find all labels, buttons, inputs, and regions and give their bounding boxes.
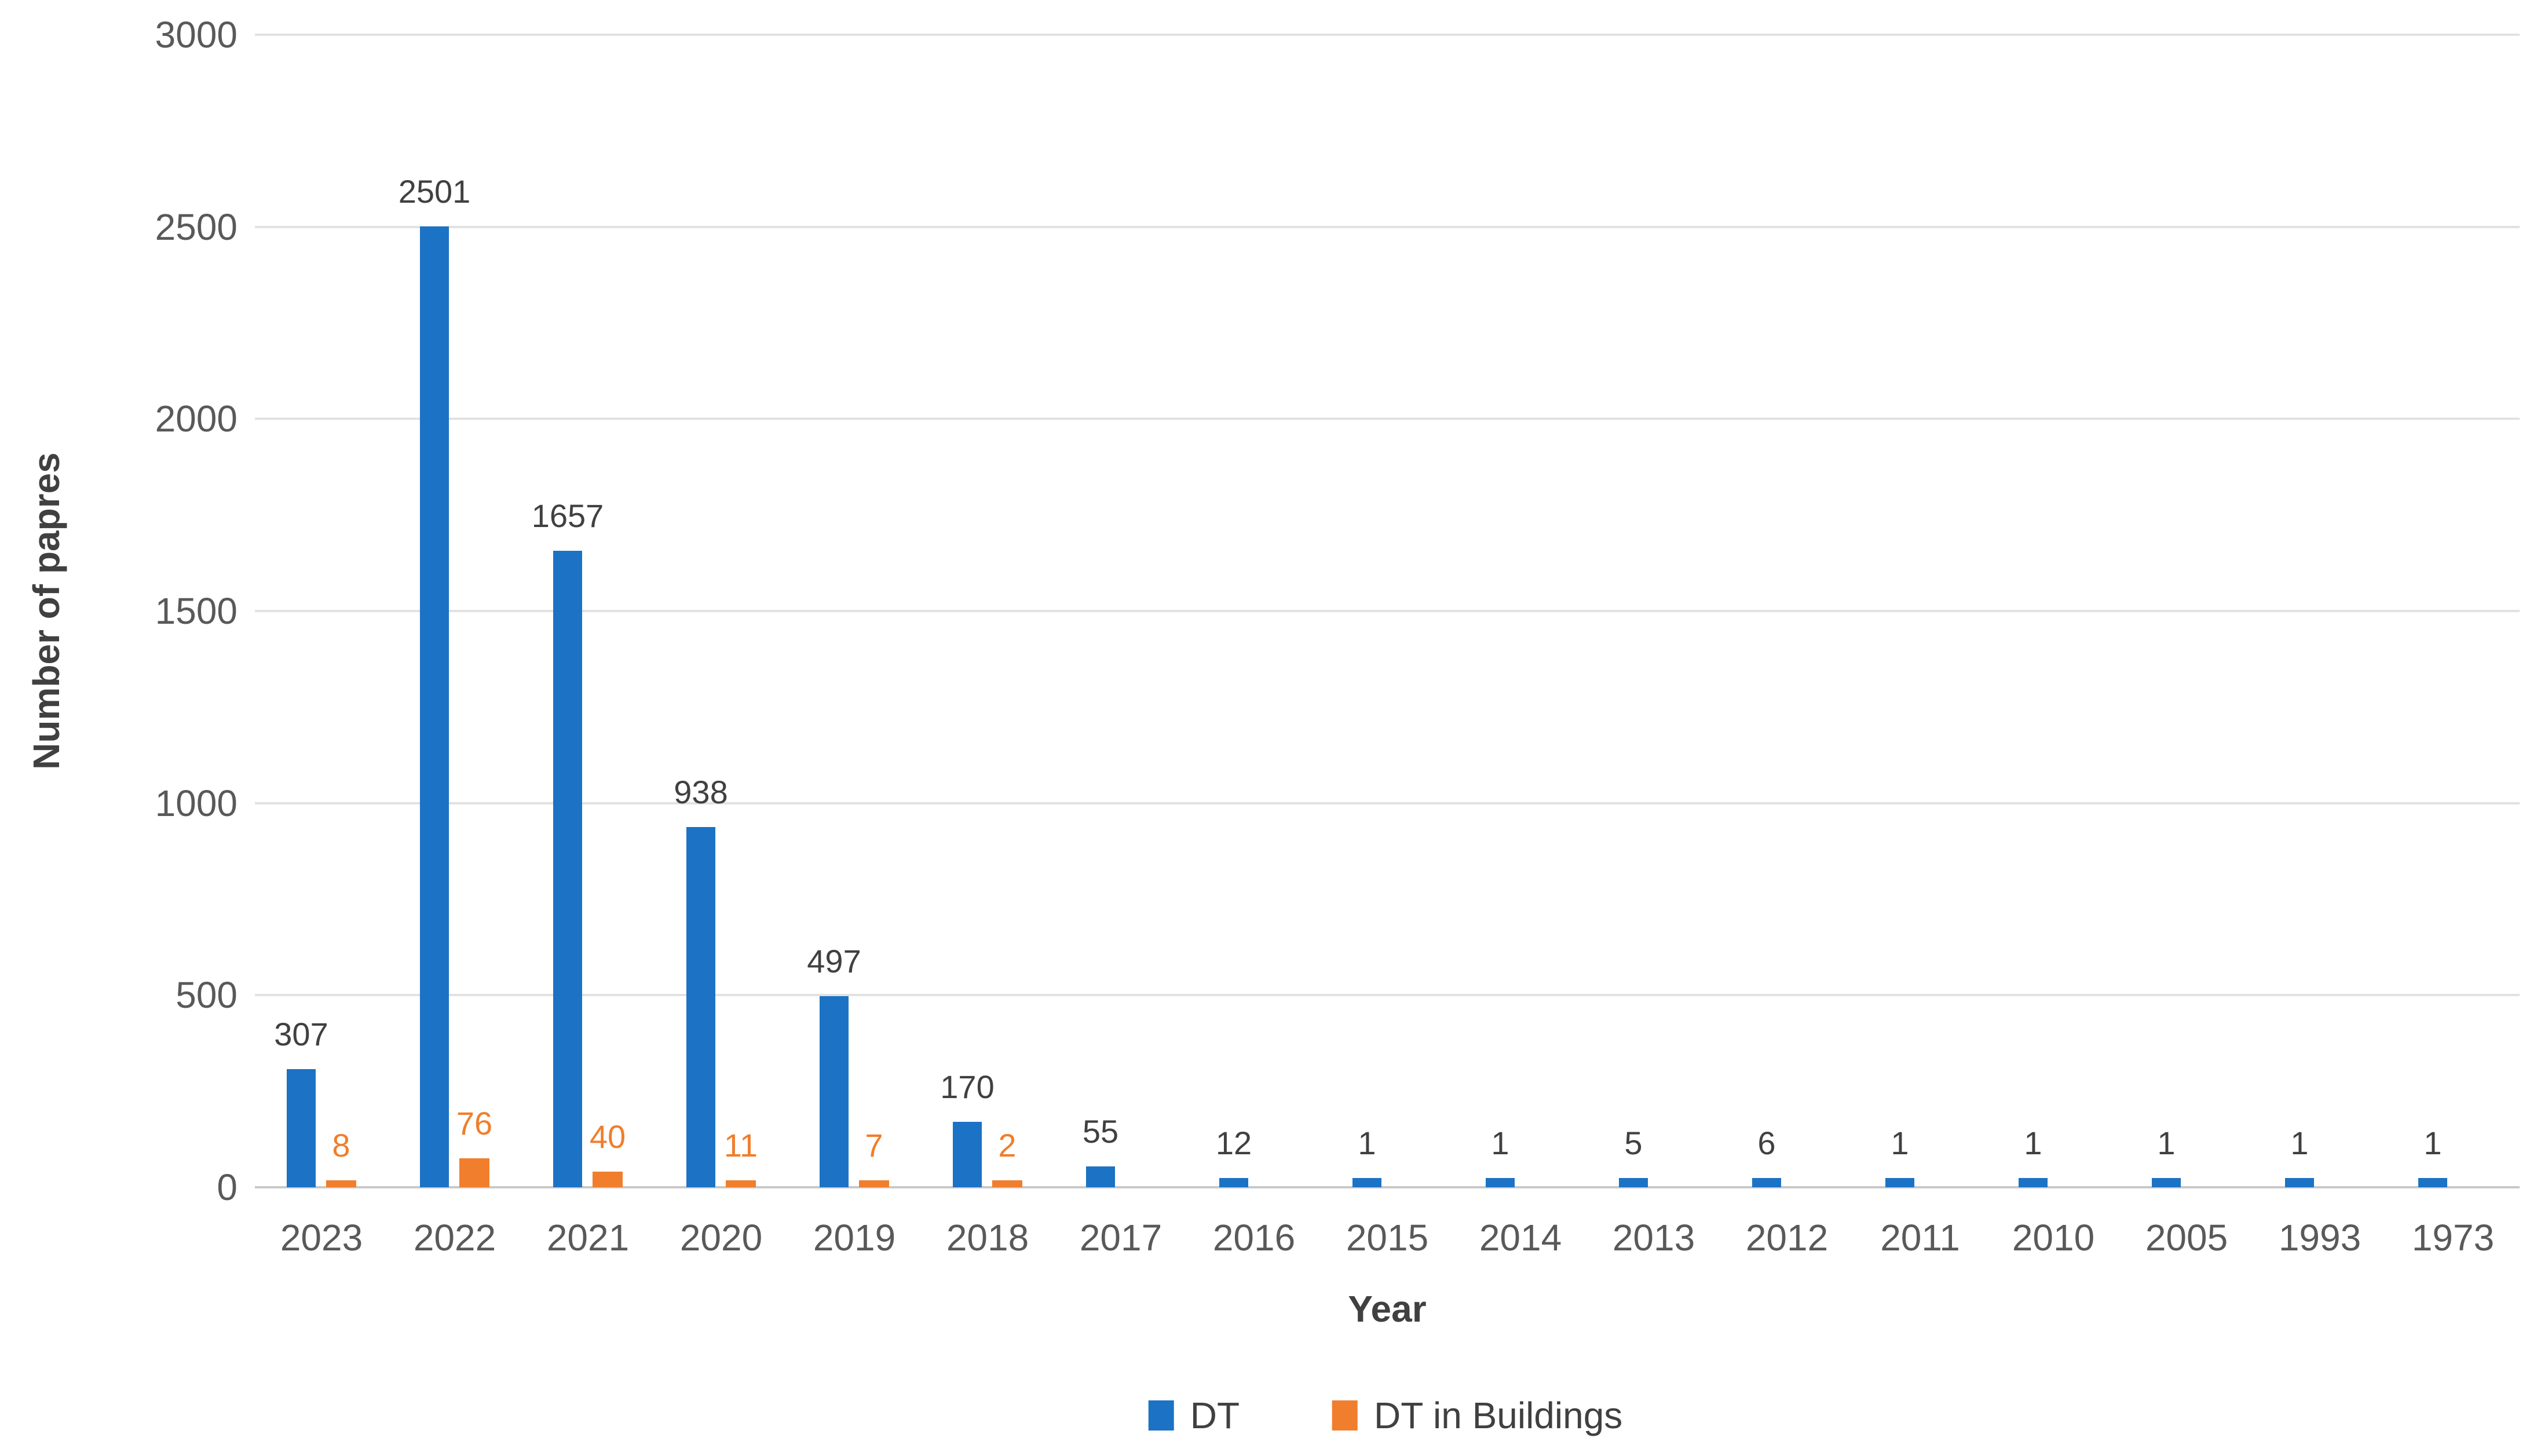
data-label-dt-2021: 1657 <box>531 497 604 534</box>
data-label-dt-2015: 1 <box>1358 1125 1376 1161</box>
x-tick-label-2010: 2010 <box>2012 1217 2095 1259</box>
x-tick-label-2017: 2017 <box>1079 1217 1163 1259</box>
bar-dt-buildings-2021 <box>593 1172 623 1187</box>
bar-dt-2023 <box>287 1069 316 1187</box>
x-tick-label-2023: 2023 <box>280 1217 363 1259</box>
legend: DT DT in Buildings <box>1148 1395 1622 1436</box>
legend-item-dt: DT <box>1148 1395 1240 1436</box>
data-label-dt-2005: 1 <box>2157 1125 2176 1161</box>
x-axis-line <box>255 1186 2520 1188</box>
y-tick-label-500: 500 <box>176 974 237 1016</box>
bar-dt-2013 <box>1619 1178 1648 1187</box>
gridline-1000 <box>255 802 2520 804</box>
legend-swatch-icon <box>1148 1400 1174 1431</box>
bar-dt-2017 <box>1086 1166 1115 1187</box>
gridline-2500 <box>255 225 2520 228</box>
data-label-dt-buildings-2021: 40 <box>589 1118 626 1155</box>
bar-dt-2014 <box>1486 1178 1515 1187</box>
x-axis-title: Year <box>1348 1288 1427 1330</box>
x-tick-label-2016: 2016 <box>1212 1217 1296 1259</box>
data-label-dt-buildings-2019: 7 <box>865 1127 883 1164</box>
data-label-dt-buildings-2023: 8 <box>332 1127 350 1164</box>
bar-dt-2020 <box>686 826 715 1187</box>
bar-dt-buildings-2022 <box>459 1158 489 1187</box>
data-label-dt-2017: 55 <box>1082 1113 1119 1150</box>
data-label-dt-2011: 1 <box>1891 1125 1909 1161</box>
bar-dt-2005 <box>2152 1178 2181 1187</box>
bar-dt-buildings-2019 <box>859 1180 889 1187</box>
bar-dt-2018 <box>953 1122 982 1187</box>
bar-dt-2021 <box>553 550 582 1187</box>
legend-label: DT <box>1190 1395 1240 1436</box>
bar-dt-buildings-2018 <box>992 1180 1022 1187</box>
y-tick-label-3000: 3000 <box>155 14 237 56</box>
gridline-500 <box>255 994 2520 997</box>
x-tick-label-2018: 2018 <box>946 1217 1029 1259</box>
bar-dt-1973 <box>2418 1178 2447 1187</box>
bar-dt-buildings-2020 <box>726 1180 756 1187</box>
data-label-dt-2016: 12 <box>1215 1125 1252 1161</box>
legend-swatch-icon <box>1332 1400 1358 1431</box>
legend-item-dt-in-buildings: DT in Buildings <box>1332 1395 1622 1436</box>
bar-dt-buildings-2023 <box>326 1180 356 1187</box>
bar-dt-2011 <box>1885 1178 1914 1187</box>
gridline-1500 <box>255 610 2520 612</box>
x-tick-label-2015: 2015 <box>1346 1217 1429 1259</box>
x-tick-label-2014: 2014 <box>1479 1217 1562 1259</box>
gridline-2000 <box>255 418 2520 420</box>
y-tick-label-1000: 1000 <box>155 782 237 824</box>
bar-dt-1993 <box>2285 1178 2314 1187</box>
data-label-dt-buildings-2022: 76 <box>456 1104 493 1142</box>
x-tick-label-2011: 2011 <box>1880 1217 1960 1259</box>
y-tick-label-2500: 2500 <box>155 206 237 248</box>
bar-dt-2022 <box>420 226 449 1187</box>
x-tick-label-1973: 1973 <box>2411 1217 2495 1259</box>
data-label-dt-1973: 1 <box>2423 1125 2442 1161</box>
bar-dt-2016 <box>1219 1178 1248 1187</box>
y-tick-label-0: 0 <box>217 1166 237 1208</box>
x-tick-label-2012: 2012 <box>1745 1217 1829 1259</box>
data-label-dt-2022: 2501 <box>398 173 471 210</box>
x-tick-label-2005: 2005 <box>2145 1217 2228 1259</box>
data-label-dt-buildings-2018: 2 <box>998 1127 1017 1164</box>
bar-dt-2015 <box>1352 1178 1381 1187</box>
x-tick-label-2020: 2020 <box>679 1217 763 1259</box>
x-tick-label-2022: 2022 <box>413 1217 496 1259</box>
data-label-dt-2023: 307 <box>274 1016 328 1053</box>
bar-dt-2010 <box>2019 1178 2048 1187</box>
bar-dt-2012 <box>1752 1178 1781 1187</box>
data-label-dt-2014: 1 <box>1491 1125 1509 1161</box>
data-label-dt-buildings-2020: 11 <box>723 1127 758 1164</box>
x-tick-label-2019: 2019 <box>813 1217 896 1259</box>
legend-label: DT in Buildings <box>1374 1395 1623 1436</box>
data-label-dt-2013: 5 <box>1624 1125 1643 1161</box>
x-tick-label-2013: 2013 <box>1612 1217 1695 1259</box>
data-label-dt-2010: 1 <box>2024 1125 2042 1161</box>
x-tick-label-1993: 1993 <box>2278 1217 2361 1259</box>
y-tick-label-2000: 2000 <box>155 398 237 440</box>
data-label-dt-1993: 1 <box>2290 1125 2309 1161</box>
y-tick-label-1500: 1500 <box>155 590 237 632</box>
data-label-dt-2019: 497 <box>807 943 861 980</box>
data-label-dt-2020: 938 <box>674 773 728 810</box>
data-label-dt-2012: 6 <box>1757 1125 1776 1161</box>
data-label-dt-2018: 170 <box>940 1069 995 1106</box>
bar-dt-2019 <box>820 996 849 1187</box>
x-tick-label-2021: 2021 <box>546 1217 630 1259</box>
gridline-3000 <box>255 34 2520 36</box>
